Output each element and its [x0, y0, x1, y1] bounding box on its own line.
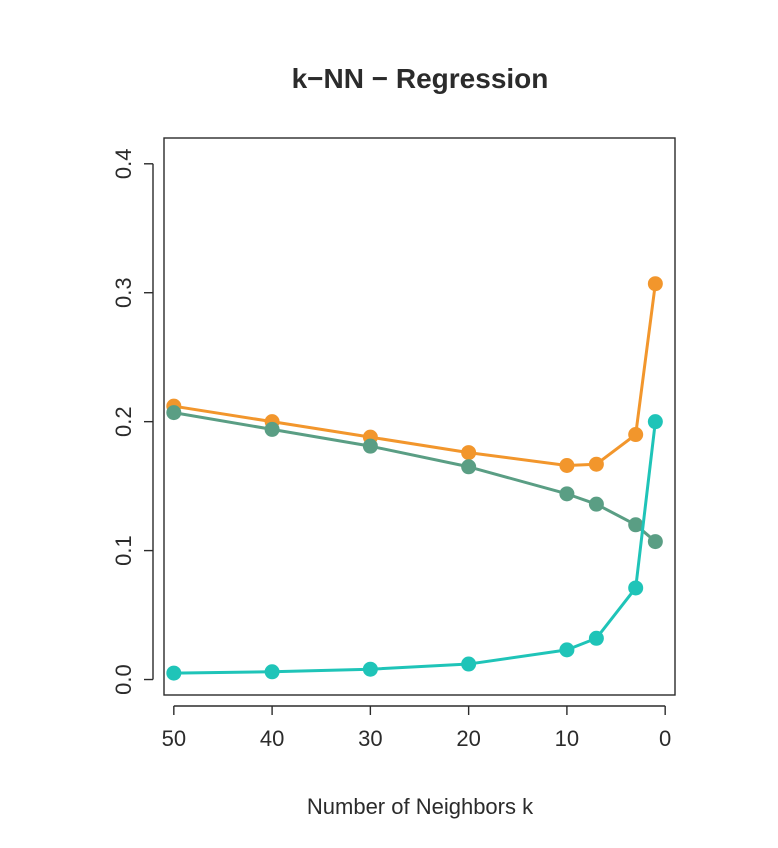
y-tick-label: 0.4	[111, 148, 136, 179]
data-point	[628, 427, 644, 443]
x-tick-label: 40	[260, 726, 284, 751]
series-layer	[166, 276, 663, 681]
data-point	[647, 414, 663, 430]
data-point	[559, 457, 575, 473]
data-point	[461, 656, 477, 672]
x-tick-label: 30	[358, 726, 382, 751]
series-line	[172, 420, 657, 675]
data-point	[461, 459, 477, 475]
data-point	[559, 486, 575, 502]
series-1	[166, 276, 663, 473]
data-point	[264, 664, 280, 680]
data-point	[264, 421, 280, 437]
data-point	[166, 405, 182, 421]
series-line	[172, 282, 657, 467]
x-axis-label: Number of Neighbors k	[307, 794, 534, 819]
data-point	[628, 517, 644, 533]
data-point	[588, 456, 604, 472]
data-point	[362, 661, 378, 677]
data-point	[588, 496, 604, 512]
series-line	[172, 411, 657, 544]
data-point	[559, 642, 575, 658]
data-point	[461, 445, 477, 461]
y-axis: 0.0 0.1 0.2 0.3 0.4	[111, 148, 154, 695]
x-tick-label: 0	[659, 726, 671, 751]
x-axis: 50 40 30 20 10 0	[162, 705, 671, 751]
y-tick-label: 0.1	[111, 535, 136, 566]
data-point	[166, 665, 182, 681]
y-tick-label: 0.3	[111, 277, 136, 308]
data-point	[362, 438, 378, 454]
data-point	[588, 630, 604, 646]
data-point	[647, 534, 663, 550]
x-tick-label: 50	[162, 726, 186, 751]
data-point	[647, 276, 663, 292]
y-tick-label: 0.2	[111, 406, 136, 437]
x-tick-label: 20	[456, 726, 480, 751]
x-tick-label: 10	[555, 726, 579, 751]
chart-title: k−NN − Regression	[292, 63, 549, 94]
series-2	[166, 405, 663, 550]
y-tick-label: 0.0	[111, 664, 136, 695]
plot-frame	[163, 137, 676, 696]
data-point	[628, 580, 644, 596]
series-3	[166, 414, 663, 681]
